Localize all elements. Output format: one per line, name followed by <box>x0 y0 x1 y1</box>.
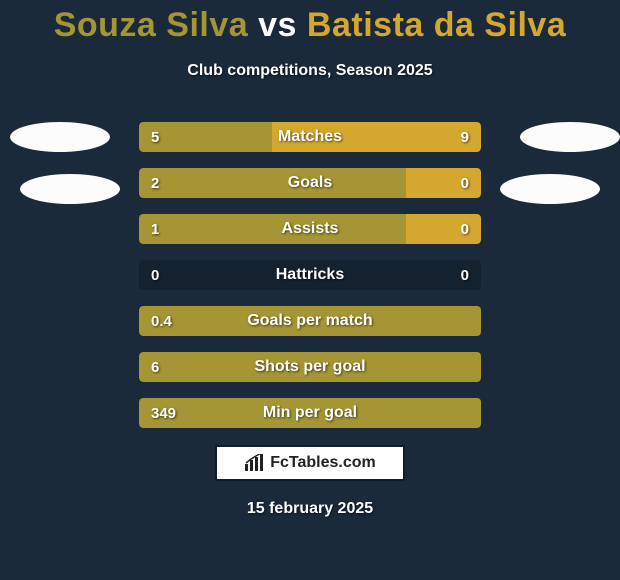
branding-text: FcTables.com <box>270 454 376 472</box>
player2-avatar-placeholder-2 <box>500 174 600 204</box>
stat-value-right: 9 <box>449 122 481 152</box>
bar-left-fill <box>139 214 406 244</box>
stat-bar-row: 59Matches <box>139 122 481 152</box>
stat-value-right: 0 <box>449 214 481 244</box>
title-vs: vs <box>258 6 297 44</box>
stat-bar-row: 20Goals <box>139 168 481 198</box>
branding-badge: FcTables.com <box>215 445 405 481</box>
title-player2: Batista da Silva <box>307 6 566 44</box>
comparison-title: Souza Silva vs Batista da Silva <box>0 6 620 45</box>
stat-bar-row: 0.4Goals per match <box>139 306 481 336</box>
stat-value-left: 1 <box>139 214 171 244</box>
bar-track <box>139 260 481 290</box>
date-text: 15 february 2025 <box>0 500 620 518</box>
stat-bar-row: 10Assists <box>139 214 481 244</box>
bar-left-fill <box>139 398 481 428</box>
stat-value-left: 5 <box>139 122 171 152</box>
stat-value-left: 0 <box>139 260 171 290</box>
player1-avatar-placeholder-2 <box>20 174 120 204</box>
stat-value-left: 2 <box>139 168 171 198</box>
stat-value-left: 349 <box>139 398 188 428</box>
stat-bar-row: 349Min per goal <box>139 398 481 428</box>
stat-bar-row: 00Hattricks <box>139 260 481 290</box>
bar-left-fill <box>139 352 481 382</box>
stat-value-right: 0 <box>449 168 481 198</box>
player2-avatar-placeholder-1 <box>520 122 620 152</box>
stat-value-right: 0 <box>449 260 481 290</box>
comparison-bars: 59Matches20Goals10Assists00Hattricks0.4G… <box>139 122 481 444</box>
subtitle: Club competitions, Season 2025 <box>0 62 620 80</box>
stat-value-left: 0.4 <box>139 306 184 336</box>
chart-icon <box>244 454 264 472</box>
bar-left-fill <box>139 306 481 336</box>
player1-avatar-placeholder-1 <box>10 122 110 152</box>
stat-bar-row: 6Shots per goal <box>139 352 481 382</box>
bar-left-fill <box>139 168 406 198</box>
stat-value-left: 6 <box>139 352 171 382</box>
title-player1: Souza Silva <box>54 6 248 44</box>
